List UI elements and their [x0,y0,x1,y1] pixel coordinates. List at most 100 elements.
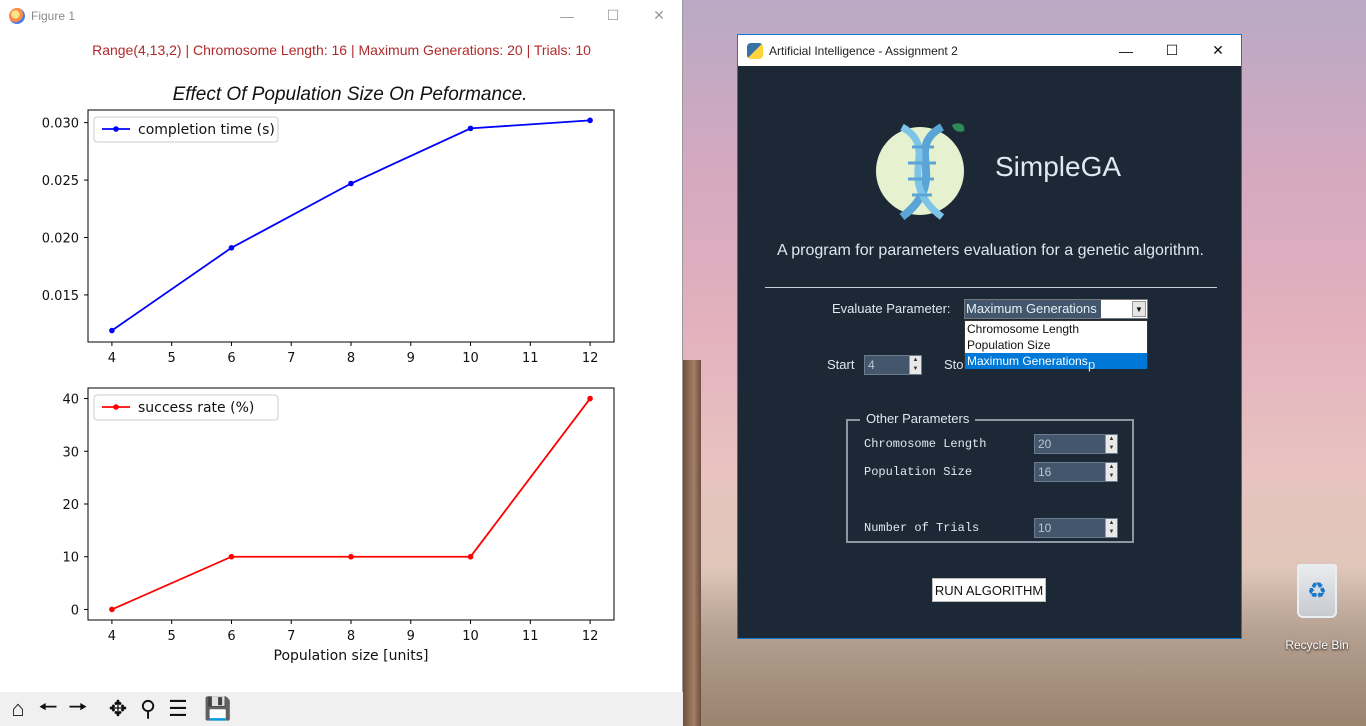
other-parameters-group: Other Parameters Chromosome Length 20 ▲ ▼… [846,411,1134,543]
evaluate-parameter-dropdown: Chromosome Length Population Size Maximu… [964,320,1148,369]
x-tick-label: 7 [287,351,295,366]
home-icon[interactable]: ⌂ [11,696,25,721]
legend-label: completion time (s) [138,122,275,138]
figure-title: Figure 1 [31,8,76,23]
population-size-label: Population Size [864,465,973,479]
ga-titlebar[interactable]: Artificial Intelligence - Assignment 2 —… [738,35,1241,66]
number-of-trials-spinbox[interactable]: 10 ▲ ▼ [1034,518,1118,538]
x-tick-label: 8 [347,351,355,366]
evaluate-parameter-select[interactable]: Maximum Generations ▼ [964,299,1148,319]
run-algorithm-button[interactable]: RUN ALGORITHM [932,578,1046,602]
dropdown-option-chromosome-length[interactable]: Chromosome Length [967,322,1080,336]
data-point [467,125,474,132]
back-icon[interactable]: 🠔 [38,694,58,719]
divider [765,287,1217,288]
spin-up-icon[interactable]: ▲ [1108,436,1115,442]
data-point [109,606,115,613]
x-tick-label: 7 [287,629,295,644]
x-tick-label: 11 [522,629,539,644]
chromosome-length-value: 20 [1038,437,1052,451]
python-icon [747,42,763,59]
evaluate-parameter-value: Maximum Generations [965,300,1101,318]
maximize-button[interactable]: ☐ [606,7,620,23]
y-tick-label: 30 [62,445,79,460]
chevron-down-icon[interactable]: ▼ [1132,301,1146,317]
plot-frame [87,109,615,343]
x-tick-label: 6 [227,351,235,366]
data-point [348,180,354,187]
data-point [228,245,235,251]
x-tick-label: 6 [227,629,235,644]
app-tagline: A program for parameters evaluation for … [777,242,1204,259]
pan-icon[interactable]: ✥ [108,696,128,721]
x-tick-label: 9 [407,629,415,644]
recycle-bin-icon: ♻ [1297,564,1337,618]
population-size-value: 16 [1038,465,1052,479]
data-point [587,117,593,124]
spin-down-icon[interactable]: ▼ [1108,529,1115,535]
app-name: SimpleGA [995,151,1122,182]
dropdown-option-maximum-generations[interactable]: Maximum Generations [965,353,1147,369]
dna-logo-icon [876,123,965,221]
chart-title: Effect Of Population Size On Peformance. [172,84,528,105]
x-tick-label: 5 [168,629,176,644]
x-tick-label: 10 [462,351,479,366]
dropdown-option-population-size[interactable]: Population Size [967,338,1051,352]
configure-icon[interactable]: ☰ [168,696,188,721]
save-icon[interactable]: 💾 [204,696,232,721]
x-tick-label: 10 [462,629,479,644]
y-tick-label: 10 [62,551,79,566]
matplotlib-icon [9,7,25,24]
spin-up-icon[interactable]: ▲ [1108,464,1115,470]
y-tick-label: 20 [62,498,79,513]
x-axis-label: Population size [units] [274,648,429,664]
x-tick-label: 4 [108,629,116,644]
ga-window: Artificial Intelligence - Assignment 2 —… [737,34,1242,639]
other-parameters-title: Other Parameters [860,411,976,426]
chromosome-length-spinbox[interactable]: 20 ▲ ▼ [1034,434,1118,454]
spin-up-icon[interactable]: ▲ [1108,520,1115,526]
x-tick-label: 12 [582,629,599,644]
maximize-button[interactable]: ☐ [1165,42,1179,58]
close-button[interactable]: ✕ [1212,42,1224,58]
spin-down-icon[interactable]: ▼ [912,366,919,372]
x-tick-label: 8 [347,629,355,644]
x-tick-label: 12 [582,351,599,366]
plot-toolbar: ⌂ 🠔 🠖 ✥ ⚲ ☰ 💾 [0,692,683,726]
x-tick-label: 4 [108,351,116,366]
figure-window: Figure 1 — ☐ ✕ Range(4,13,2) | Chromosom… [0,0,683,726]
y-tick-label: 40 [62,393,79,408]
stop-label: Sto [944,357,964,372]
spin-down-icon[interactable]: ▼ [1108,445,1115,451]
chart-canvas[interactable]: 4 5 6 7 8 9 10 11 12 0.015 0.020 0.025 0.030 completi… [0,0,683,692]
data-point [228,553,235,560]
y-tick-label: 0.030 [42,117,79,132]
legend-label: success rate (%) [138,400,254,416]
figure-titlebar[interactable]: Figure 1 — ☐ ✕ [0,0,682,31]
legend-box [93,394,279,421]
figure-suptitle: Range(4,13,2) | Chromosome Length: 16 | … [92,42,591,58]
y-tick-label: 0.025 [42,174,79,189]
y-tick-label: 0 [71,603,79,618]
spin-down-icon[interactable]: ▼ [1108,473,1115,479]
recycle-bin[interactable]: ♻ Recycle Bin [1284,558,1350,654]
forward-icon[interactable]: 🠖 [68,694,88,719]
start-spinbox[interactable]: 4 ▲ ▼ [864,355,922,375]
population-size-spinbox[interactable]: 16 ▲ ▼ [1034,462,1118,482]
minimize-button[interactable]: — [1119,42,1133,59]
minimize-button[interactable]: — [560,7,574,24]
close-button[interactable]: ✕ [653,7,665,23]
x-tick-label: 9 [407,351,415,366]
y-tick-label: 0.015 [42,289,79,304]
y-tick-label: 0.020 [42,231,79,246]
legend-marker [113,404,119,410]
number-of-trials-label: Number of Trials [864,521,980,535]
spin-up-icon[interactable]: ▲ [912,357,919,363]
number-of-trials-value: 10 [1038,521,1052,535]
chromosome-length-label: Chromosome Length [864,437,987,451]
zoom-icon[interactable]: ⚲ [139,696,157,721]
start-label: Start [827,357,855,372]
legend-box [93,116,279,143]
start-value: 4 [868,358,875,372]
data-point [348,553,354,560]
